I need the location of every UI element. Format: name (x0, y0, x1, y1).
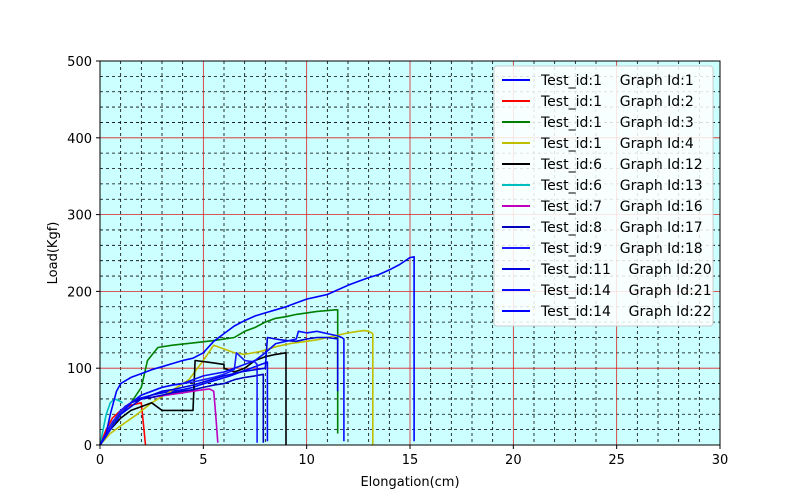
legend-label: Test_id:8 Graph Id:17 (540, 220, 703, 236)
y-axis-label: Load(Kgf) (46, 222, 61, 285)
legend-label: Test_id:1 Graph Id:2 (540, 94, 694, 110)
y-tick-label: 300 (67, 209, 92, 224)
legend-label: Test_id:6 Graph Id:12 (540, 157, 703, 173)
legend-box (493, 65, 714, 327)
y-tick-label: 400 (67, 132, 92, 147)
y-tick-label: 0 (84, 439, 92, 454)
x-axis-label: Elongation(cm) (360, 475, 459, 490)
series-line-3 (99, 308, 339, 446)
series-line-12 (99, 255, 415, 446)
y-axis-ticks: 0 100 200 300 400 500 (67, 55, 100, 454)
y-tick-label: 100 (67, 362, 92, 377)
legend-label: Test_id:14 Graph Id:22 (540, 304, 712, 320)
series-line-10 (99, 336, 339, 446)
y-tick-label: 500 (67, 55, 92, 70)
x-axis-ticks: 0 5 10 15 20 25 30 (96, 445, 728, 468)
legend-label: Test_id:1 Graph Id:1 (540, 73, 694, 89)
x-tick-label: 20 (505, 453, 522, 468)
legend-label: Test_id:9 Graph Id:18 (540, 241, 703, 257)
legend-label: Test_id:1 Graph Id:3 (540, 115, 694, 131)
x-tick-label: 10 (298, 453, 315, 468)
legend-label: Test_id:6 Graph Id:13 (540, 178, 703, 194)
legend-label: Test_id:11 Graph Id:20 (540, 262, 712, 278)
y-tick-label: 200 (67, 285, 92, 300)
x-tick-label: 15 (402, 453, 419, 468)
legend-label: Test_id:14 Graph Id:21 (540, 283, 712, 299)
x-tick-label: 5 (199, 453, 207, 468)
legend-label: Test_id:7 Graph Id:16 (540, 199, 703, 215)
series-line-11 (99, 330, 345, 446)
legend: Test_id:1 Graph Id:1 Test_id:1 Graph Id:2… (493, 65, 714, 327)
x-tick-label: 25 (608, 453, 625, 468)
legend-label: Test_id:1 Graph Id:4 (540, 136, 694, 152)
series-line-6 (99, 398, 124, 446)
x-tick-label: 30 (712, 453, 729, 468)
x-tick-label: 0 (96, 453, 104, 468)
series-lines (99, 255, 415, 446)
